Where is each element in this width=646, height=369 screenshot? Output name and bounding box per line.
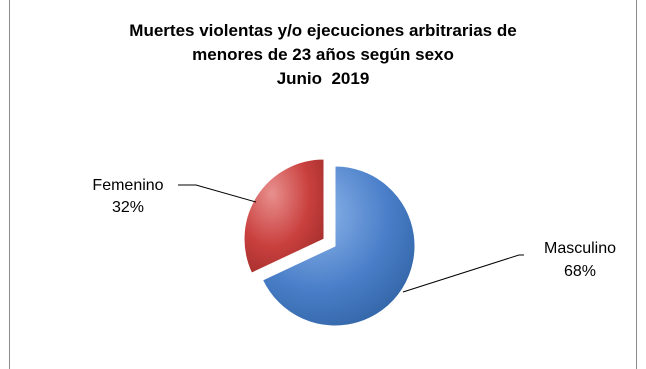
- label-femenino: Femenino: [92, 177, 163, 194]
- leader-line-femenino: [178, 184, 257, 203]
- leader-line-masculino: [402, 254, 524, 293]
- label-masculino: Masculino: [544, 240, 616, 257]
- pie-slice-femenino: [243, 158, 325, 274]
- label-femenino-pct: 32%: [112, 199, 144, 216]
- chart-title: Muertes violentas y/o ejecuciones arbitr…: [0, 19, 646, 91]
- chart-title-line-2: menores de 23 años según sexo: [192, 45, 454, 64]
- chart-title-line-3: Junio 2019: [276, 69, 370, 88]
- pie-slice-masculino: [261, 165, 416, 327]
- chart-title-line-1: Muertes violentas y/o ejecuciones arbitr…: [129, 21, 517, 40]
- label-masculino-pct: 68%: [564, 263, 596, 280]
